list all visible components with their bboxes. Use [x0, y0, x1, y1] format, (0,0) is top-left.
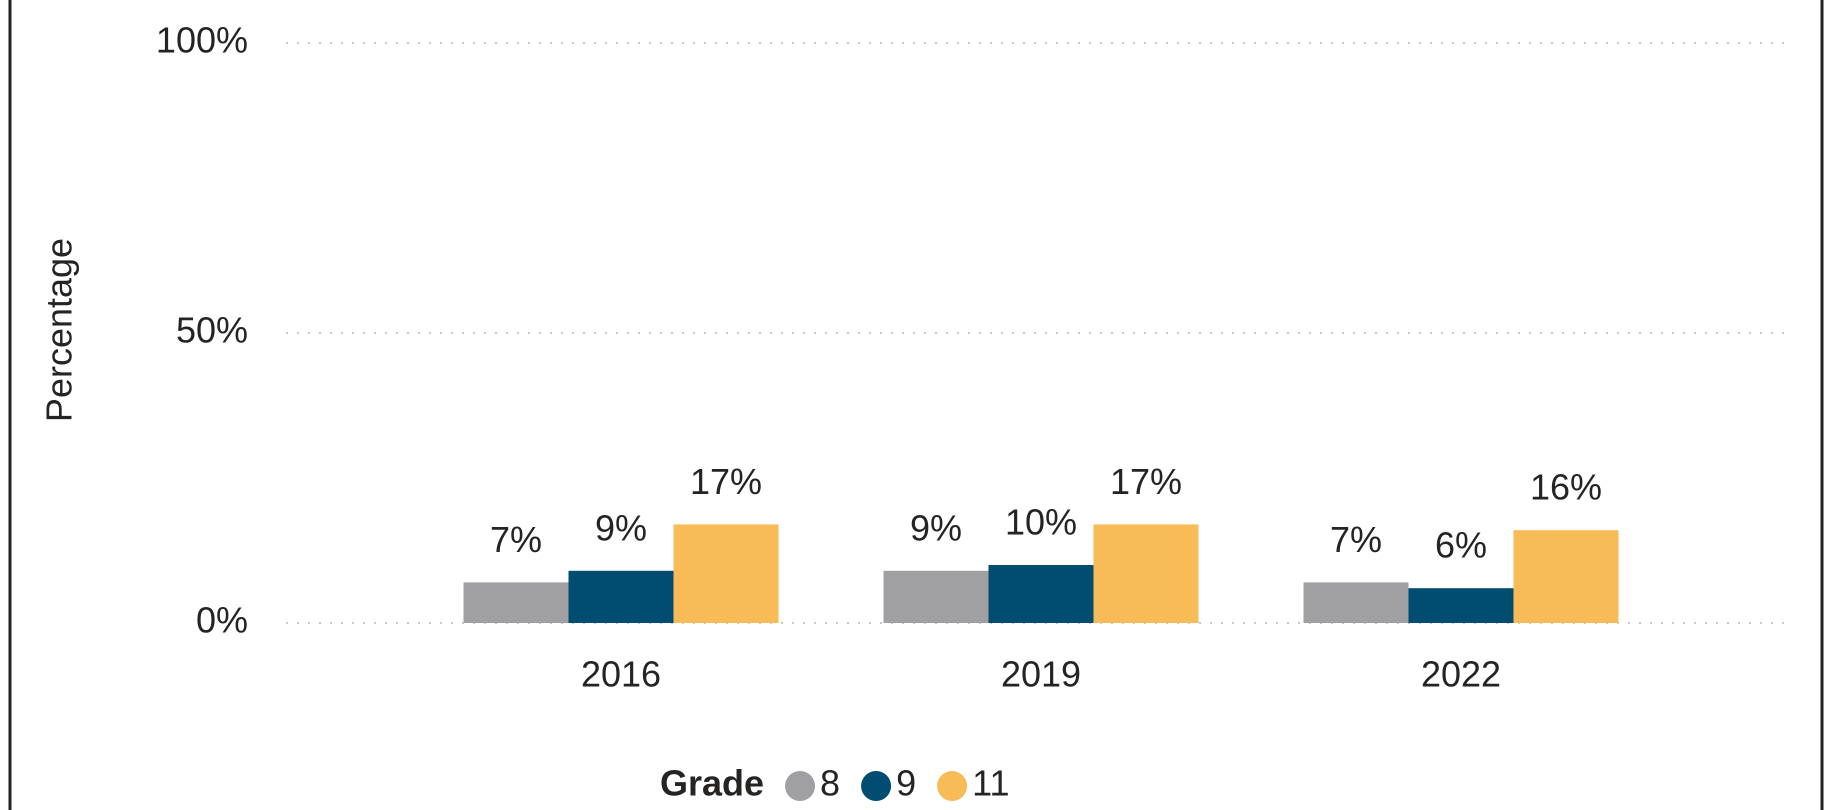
legend-title: Grade: [660, 763, 764, 804]
legend-label: 8: [820, 763, 840, 804]
value-label: 9%: [910, 507, 962, 548]
bar: [463, 582, 569, 623]
y-axis-label: Percentage: [39, 238, 80, 422]
x-tick-label: 2019: [1001, 654, 1081, 695]
value-label: 10%: [1005, 502, 1077, 543]
value-label: 9%: [595, 507, 647, 548]
bar: [673, 524, 779, 623]
legend-marker: [861, 771, 892, 801]
value-label: 17%: [1110, 461, 1182, 502]
value-label: 16%: [1530, 467, 1602, 508]
legend-marker: [937, 771, 968, 801]
bar: [568, 570, 674, 623]
value-label: 17%: [690, 461, 762, 502]
bar: [1408, 588, 1514, 623]
bar: [1513, 530, 1619, 623]
bar: [883, 570, 989, 623]
value-label: 7%: [1330, 519, 1382, 560]
value-label: 7%: [490, 519, 542, 560]
bar: [988, 565, 1094, 623]
x-tick-label: 2022: [1421, 654, 1501, 695]
y-tick-label: 0%: [196, 600, 248, 641]
legend-marker: [785, 771, 816, 801]
value-label: 6%: [1435, 525, 1487, 566]
x-tick-label: 2016: [581, 654, 661, 695]
bar: [1093, 524, 1199, 623]
legend-label: 11: [972, 763, 1009, 804]
y-tick-label: 50%: [176, 310, 248, 351]
legend-label: 9: [896, 763, 916, 804]
bar: [1303, 582, 1409, 623]
y-tick-label: 100%: [156, 20, 248, 61]
